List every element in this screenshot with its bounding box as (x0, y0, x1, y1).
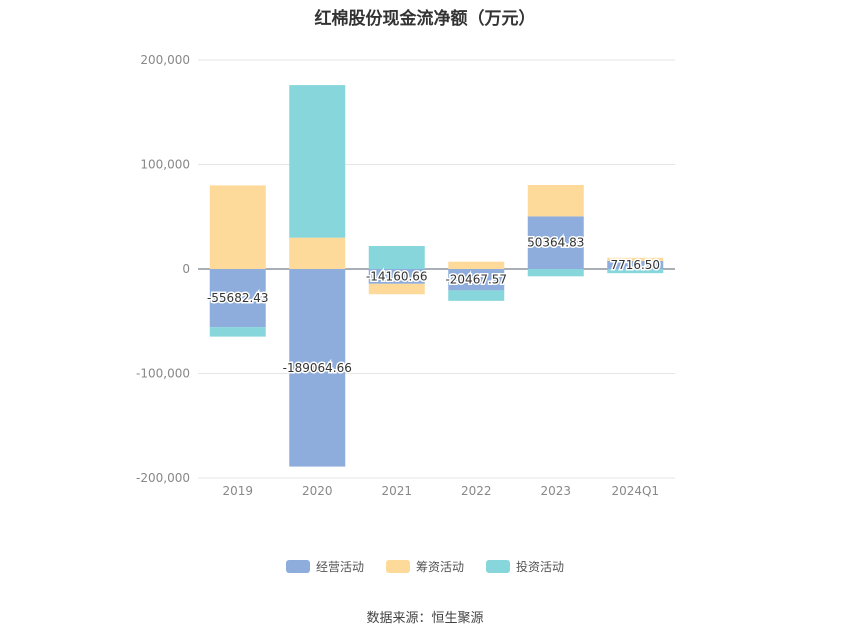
bar-筹资活动-2023 (527, 185, 584, 217)
bar-经营活动-2020 (289, 269, 346, 467)
bar-筹资活动-2019 (209, 185, 266, 269)
legend-label: 经营活动 (315, 560, 364, 574)
y-tick-label: -200,000 (136, 471, 190, 485)
bar-经营活动-2022 (448, 269, 505, 291)
legend-label: 投资活动 (516, 560, 565, 574)
bar-投资活动-2024Q1 (607, 269, 664, 274)
legend-swatch (486, 560, 510, 573)
bar-投资活动-2021 (368, 246, 425, 269)
bar-投资活动-2022 (448, 290, 505, 301)
bar-经营活动-2024Q1 (607, 260, 664, 269)
y-tick-label: -100,000 (136, 367, 190, 381)
data-label: 7716.50 (610, 258, 660, 272)
legend-item[interactable]: 经营活动 (285, 558, 364, 575)
bar-筹资活动-2020 (289, 237, 346, 269)
legend-item[interactable]: 投资活动 (486, 558, 564, 575)
data-label: -55682.43 (207, 291, 269, 305)
x-tick-label: 2020 (302, 484, 333, 498)
data-label: -14160.66 (366, 269, 428, 283)
chart-title: 红棉股份现金流净额（万元） (314, 9, 536, 29)
bar-筹资活动-2022 (448, 261, 505, 269)
legend-item[interactable]: 筹资活动 (385, 558, 464, 575)
bar-经营活动-2023 (527, 216, 584, 269)
source-note: 数据来源：恒生聚源 (366, 611, 484, 626)
data-label: 50364.83 (527, 236, 584, 250)
data-label: -189064.66 (283, 361, 352, 375)
bar-筹资活动-2024Q1 (607, 257, 664, 261)
x-tick-label: 2024Q1 (611, 484, 659, 498)
legend-swatch (285, 560, 310, 573)
bar-经营活动-2021 (368, 269, 425, 284)
legend: 经营活动 筹资活动 投资活动 (0, 558, 850, 575)
x-tick-label: 2023 (540, 484, 571, 498)
bar-投资活动-2019 (209, 327, 266, 337)
x-tick-label: 2021 (381, 484, 412, 498)
y-tick-label: 100,000 (140, 158, 190, 172)
x-tick-label: 2019 (222, 484, 253, 498)
bar-经营活动-2019 (209, 269, 266, 328)
y-tick-label: 0 (182, 262, 190, 276)
legend-label: 筹资活动 (415, 560, 464, 574)
bar-筹资活动-2021 (368, 283, 425, 295)
legend-swatch (385, 560, 410, 573)
data-label: -20467.57 (445, 273, 507, 287)
y-tick-label: 200,000 (140, 53, 190, 67)
x-tick-label: 2022 (461, 484, 492, 498)
bar-投资活动-2023 (527, 269, 584, 277)
bar-投资活动-2020 (289, 85, 346, 238)
